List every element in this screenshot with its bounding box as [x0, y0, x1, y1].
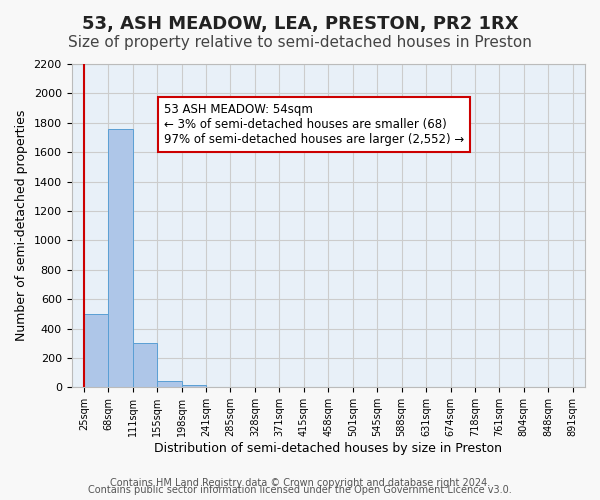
Bar — [206, 386, 230, 388]
Y-axis label: Number of semi-detached properties: Number of semi-detached properties — [15, 110, 28, 342]
Bar — [157, 380, 182, 388]
Text: 53 ASH MEADOW: 54sqm
← 3% of semi-detached houses are smaller (68)
97% of semi-d: 53 ASH MEADOW: 54sqm ← 3% of semi-detach… — [164, 103, 464, 146]
Bar — [84, 314, 108, 388]
Bar — [108, 128, 133, 388]
Text: Contains public sector information licensed under the Open Government Licence v3: Contains public sector information licen… — [88, 485, 512, 495]
X-axis label: Distribution of semi-detached houses by size in Preston: Distribution of semi-detached houses by … — [154, 442, 502, 455]
Text: Contains HM Land Registry data © Crown copyright and database right 2024.: Contains HM Land Registry data © Crown c… — [110, 478, 490, 488]
Bar — [182, 385, 206, 388]
Text: 53, ASH MEADOW, LEA, PRESTON, PR2 1RX: 53, ASH MEADOW, LEA, PRESTON, PR2 1RX — [82, 15, 518, 33]
Text: Size of property relative to semi-detached houses in Preston: Size of property relative to semi-detach… — [68, 35, 532, 50]
Bar — [133, 342, 157, 388]
